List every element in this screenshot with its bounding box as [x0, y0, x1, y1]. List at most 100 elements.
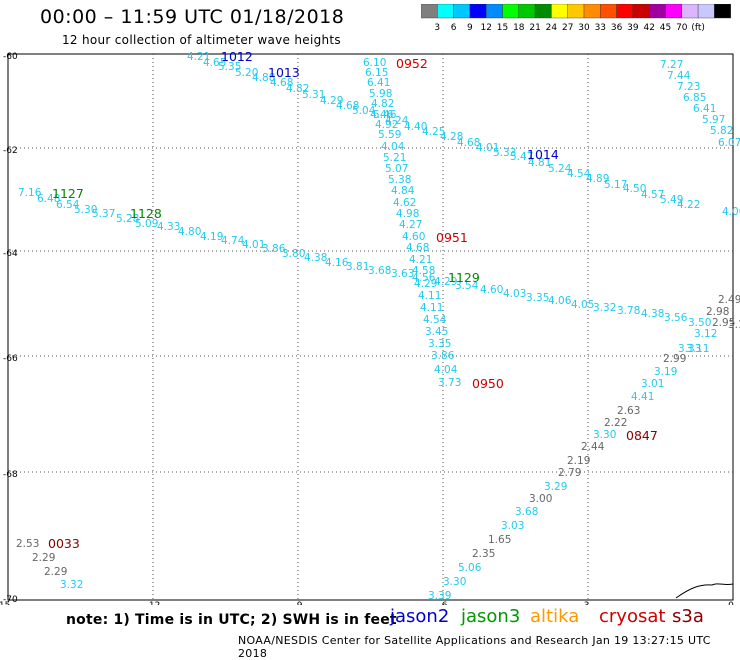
x-tick-label: -3	[581, 601, 590, 605]
swh-value: 4.28	[440, 131, 463, 143]
swh-value: 4.04	[434, 364, 458, 376]
swh-value: 4.46	[370, 109, 394, 121]
colorbar-label: 33	[595, 23, 606, 32]
swh-value: 2.99	[663, 353, 686, 365]
colorbar-label: 21	[529, 23, 540, 32]
swh-value: 5.17	[604, 179, 627, 191]
swh-value: 3.35	[526, 292, 549, 304]
swh-value: 4.11	[420, 302, 443, 314]
swh-value: 2.29	[44, 566, 67, 578]
pass-time-label: 0951	[436, 230, 468, 245]
swh-value: 4.65	[203, 57, 226, 69]
swh-value: 3.03	[501, 520, 524, 532]
pass-time-label: 1128	[130, 206, 162, 221]
swh-value: 4.58	[412, 265, 435, 277]
colorbar-label: 12	[480, 23, 491, 32]
swh-value: 4.68	[457, 137, 480, 149]
swh-value: 5.47	[510, 151, 533, 163]
swh-value: 5.20	[235, 67, 258, 79]
swh-value: 2.29	[32, 552, 55, 564]
swh-value: 2.79	[558, 467, 581, 479]
swh-value: 3.30	[593, 429, 616, 441]
swh-value: 5.24	[548, 163, 572, 175]
swh-value: 2.63	[617, 405, 640, 417]
swh-value: 5.33	[493, 147, 516, 159]
swh-value: 5.21	[383, 152, 406, 164]
swh-value: 5.30	[74, 204, 97, 216]
swh-value: 4.92	[375, 119, 398, 131]
swh-value: 3.81	[346, 261, 369, 273]
swh-value: 4.89	[586, 173, 609, 185]
swh-value: 4.29	[414, 278, 437, 290]
y-tick-label: -62	[3, 146, 18, 156]
swh-value: 3.11	[686, 343, 709, 355]
swh-value: 2.19	[567, 455, 590, 467]
swh-value: 5.37	[92, 208, 115, 220]
swh-value: 4.25	[422, 126, 445, 138]
swh-value: 3.32	[60, 579, 83, 591]
y-tick-label: -68	[3, 470, 18, 480]
swh-value: 4.50	[623, 183, 646, 195]
swh-value: 3.19	[654, 366, 677, 378]
swh-value: 3.32	[593, 302, 616, 314]
swh-value: 4.88	[252, 72, 275, 84]
swh-value: 2.44	[581, 441, 605, 453]
legend-cryosat: cryosat	[599, 606, 666, 627]
footer-credit: NOAA/NESDIS Center for Satellite Applica…	[238, 634, 711, 660]
swh-value: 4.81	[528, 157, 551, 169]
swh-value: 2.98	[706, 306, 729, 318]
colorbar-swatch	[714, 4, 731, 19]
swh-value: 3.86	[262, 243, 286, 255]
swh-value: 3.13	[728, 319, 740, 331]
colorbar-label: 39	[627, 23, 639, 32]
swh-value: 7.27	[660, 59, 683, 71]
swh-value: 4.54	[567, 168, 591, 180]
swh-value: 4.27	[399, 219, 422, 231]
swh-value: 3.50	[688, 317, 711, 329]
swh-value: 4.11	[418, 290, 441, 302]
y-tick-label: -66	[3, 354, 18, 364]
swh-value: 4.03	[503, 288, 526, 300]
swh-value: 3.12	[694, 328, 717, 340]
y-tick-label: -60	[3, 52, 18, 62]
swh-value: 3.00	[529, 493, 552, 505]
swh-value: 3.63	[391, 268, 414, 280]
swh-value: 2.49	[718, 294, 740, 306]
swh-value: 6.41	[693, 103, 716, 115]
swh-value: 4.05	[571, 299, 594, 311]
pass-time-label: 0847	[626, 428, 658, 443]
swh-value: 4.40	[404, 121, 427, 133]
swh-value: 3.01	[641, 378, 664, 390]
swh-value: 3.39	[428, 590, 451, 602]
swh-value: 4.68	[336, 100, 359, 112]
swh-value: 5.28	[116, 213, 139, 225]
swh-value: 4.24	[385, 115, 409, 127]
colorbar-label: 45	[660, 23, 671, 32]
colorbar-label: 6	[451, 23, 457, 32]
colorbar-label: 42	[643, 23, 654, 32]
swh-value: 4.00	[722, 206, 740, 218]
swh-value: 4.68	[270, 77, 293, 89]
pass-time-label: 0033	[48, 536, 80, 551]
swh-value: 2.35	[472, 548, 495, 560]
color-scale-bar: 3 6 9 12 15 18 21 24 27 30 33 36 39 42 45 70 (ft)	[421, 4, 731, 32]
swh-value: 4.21	[187, 51, 210, 63]
legend-altika: altika	[530, 606, 580, 627]
swh-value: 3.54	[455, 280, 479, 292]
swh-value: 5.98	[369, 88, 392, 100]
swh-value: 4.01	[242, 239, 265, 251]
swh-value: 3.68	[368, 265, 391, 277]
swh-value: 4.62	[393, 197, 416, 209]
pass-time-label: 1012	[221, 49, 253, 64]
swh-value: 4.82	[286, 83, 309, 95]
swh-value: 5.06	[458, 562, 482, 574]
y-tick-label: -70	[3, 595, 18, 605]
colorbar-label: 3	[434, 23, 440, 32]
colorbar-label: 36	[611, 23, 623, 32]
swh-value: 3.80	[282, 248, 305, 260]
swh-value: 4.19	[200, 231, 223, 243]
swh-value: 5.09	[135, 218, 158, 230]
swh-value: 4.04	[381, 141, 405, 153]
pass-time-label: 1013	[268, 65, 300, 80]
colorbar-label: 30	[578, 23, 590, 32]
